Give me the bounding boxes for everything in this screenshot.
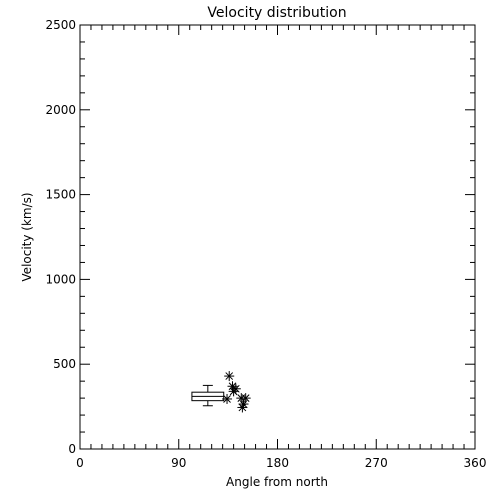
y-axis-label: Velocity (km/s) (20, 192, 34, 281)
x-tick-label: 0 (76, 456, 84, 470)
scatter-point (230, 383, 241, 394)
scatter-points (222, 371, 251, 413)
scatter-point (224, 371, 235, 382)
x-tick-label: 180 (266, 456, 289, 470)
y-tick-label: 2500 (45, 18, 76, 32)
y-tick-label: 500 (53, 357, 76, 371)
y-tick-label: 1000 (45, 272, 76, 286)
x-tick-label: 360 (464, 456, 487, 470)
axis-tick-labels: 0 90 180 270 360 0 500 1000 1500 2000 2500 (45, 18, 486, 470)
y-tick-label: 0 (68, 442, 76, 456)
y-tick-label: 2000 (45, 103, 76, 117)
chart-title: Velocity distribution (207, 5, 346, 21)
scatter-point (222, 393, 233, 404)
scatter-point (237, 402, 248, 413)
plot-frame (79, 24, 476, 450)
axis-ticks (79, 24, 476, 450)
y-tick-label: 1500 (45, 188, 76, 202)
x-axis-label: Angle from north (226, 475, 328, 489)
x-tick-label: 90 (171, 456, 186, 470)
boxplot (191, 384, 225, 407)
x-tick-label: 270 (365, 456, 388, 470)
